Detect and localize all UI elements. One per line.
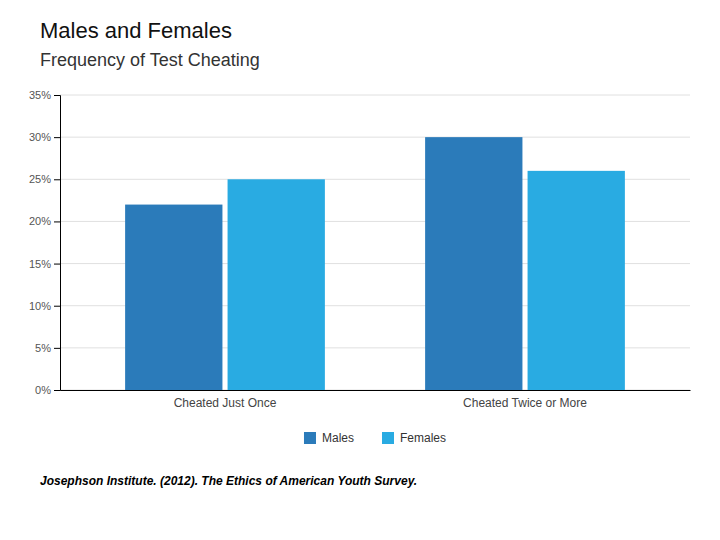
y-tick-mark — [54, 137, 60, 138]
x-tick: Cheated Twice or More — [463, 396, 587, 410]
y-tick-label: 0% — [35, 384, 51, 396]
y-tick: 25% — [29, 173, 60, 185]
bar — [528, 171, 625, 390]
y-tick-mark — [54, 264, 60, 265]
citation: Josephson Institute. (2012). The Ethics … — [40, 474, 417, 488]
y-tick: 30% — [29, 131, 60, 143]
y-tick: 0% — [35, 384, 60, 396]
y-tick-label: 20% — [29, 215, 51, 227]
x-axis: Cheated Just Once Cheated Twice or More — [61, 391, 691, 411]
y-tick-label: 15% — [29, 258, 51, 270]
legend: Males Females — [304, 431, 446, 445]
legend-item: Males — [304, 431, 354, 445]
y-tick: 10% — [29, 300, 60, 312]
legend-item: Females — [382, 431, 446, 445]
y-tick-label: 30% — [29, 131, 51, 143]
plot: 0%5%10%15%20%25%30%35%Cheated Just OnceC… — [29, 89, 691, 410]
bar — [125, 205, 222, 390]
x-tick-label: Cheated Just Once — [174, 396, 277, 410]
y-axis-line — [54, 96, 61, 391]
y-tick: 5% — [35, 342, 60, 354]
x-axis-line — [61, 390, 691, 391]
y-tick-mark — [54, 390, 60, 391]
x-tick: Cheated Just Once — [174, 396, 277, 410]
grid — [60, 95, 690, 390]
y-tick-mark — [54, 95, 60, 96]
subtitle: Frequency of Test Cheating — [40, 50, 260, 70]
y-tick-label: 5% — [35, 342, 51, 354]
title: Males and Females — [40, 18, 232, 43]
y-tick-label: 25% — [29, 173, 51, 185]
y-tick: 35% — [29, 89, 60, 101]
bars — [125, 137, 625, 390]
y-axis: 0% 5% 10% 15% 20% 25% 30% 35% — [29, 89, 61, 396]
chart: Males and Females Frequency of Test Cheat… — [0, 0, 720, 540]
grid-line — [60, 137, 690, 138]
y-tick-mark — [54, 221, 60, 222]
y-tick: 20% — [29, 215, 60, 227]
y-tick: 15% — [29, 258, 60, 270]
y-tick-mark — [54, 306, 60, 307]
x-tick-label: Cheated Twice or More — [463, 396, 587, 410]
legend-swatch — [382, 432, 394, 444]
bar — [228, 179, 325, 390]
legend-swatch — [304, 432, 316, 444]
legend-label: Males — [322, 431, 354, 445]
y-tick-label: 10% — [29, 300, 51, 312]
y-tick-mark — [54, 179, 60, 180]
grid-line — [60, 95, 690, 96]
y-tick-mark — [54, 348, 60, 349]
legend-label: Females — [400, 431, 446, 445]
y-tick-label: 35% — [29, 89, 51, 101]
bar — [425, 137, 522, 390]
